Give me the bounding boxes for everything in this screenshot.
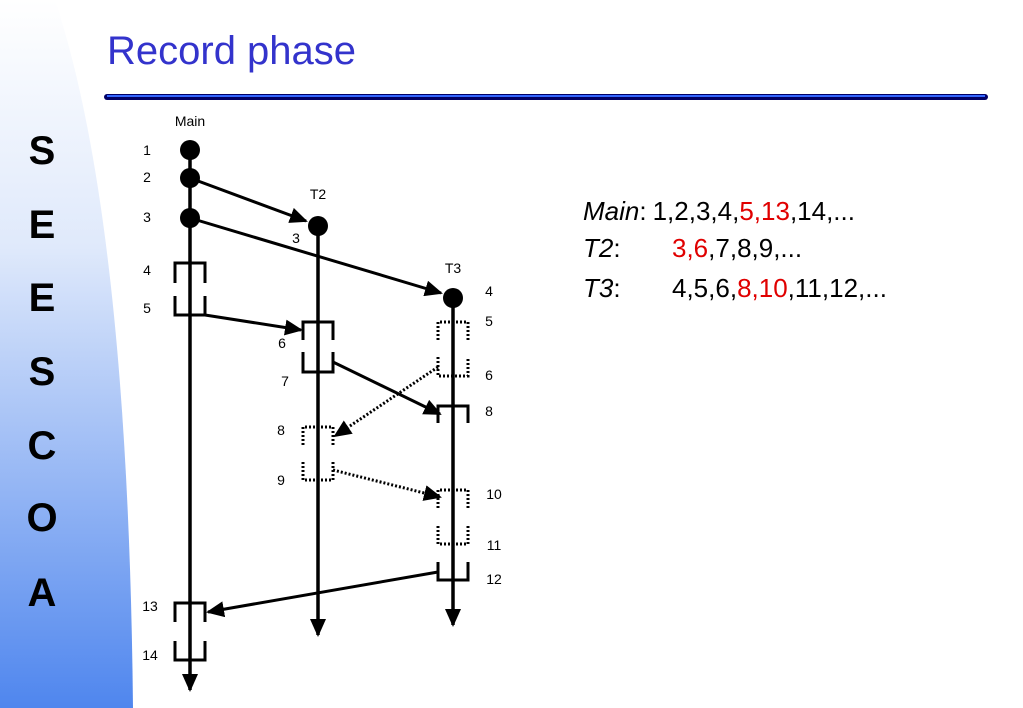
trace-thread: T3 (583, 273, 614, 303)
unlock-bracket (173, 296, 207, 317)
event-label: 6 (485, 367, 493, 383)
arrow-dotted (333, 365, 439, 438)
sidebar-letter: O (26, 496, 57, 540)
trace-segment: 4,5,6, (672, 273, 737, 303)
event-label: 3 (143, 209, 151, 225)
sidebar-letter: E (29, 276, 56, 320)
arrow (332, 360, 442, 416)
event-label: 6 (278, 335, 286, 351)
event-label: 4 (143, 262, 151, 278)
event-dot (180, 140, 200, 160)
arrow-dotted (332, 468, 442, 501)
event-dot (308, 216, 328, 236)
event-label: 9 (277, 472, 285, 488)
event-label: 7 (281, 373, 289, 389)
arrow (204, 313, 303, 336)
event-label: 5 (143, 300, 151, 316)
event-label: 3 (292, 230, 300, 246)
arrow (206, 570, 439, 618)
trace-colon: : (639, 196, 646, 226)
unlock-bracket (173, 641, 207, 662)
lock-bracket-dotted (301, 425, 335, 445)
thread-label: T3 (445, 260, 462, 276)
sidebar-letter: A (28, 571, 57, 615)
arrow (189, 216, 443, 297)
arrow (189, 176, 308, 223)
sidebar-letter: S (29, 350, 56, 394)
trace-segment: ,11,12,... (788, 273, 887, 303)
trace-line: T2: 3,6,7,8,9,... (583, 233, 802, 263)
trace-segment: 1,2,3,4, (653, 196, 740, 226)
sidebar-letter: C (28, 424, 57, 468)
event-label: 5 (485, 313, 493, 329)
event-label: 1 (143, 142, 151, 158)
diagram (173, 140, 470, 692)
trace-line: T3: 4,5,6,8,10,11,12,... (583, 273, 887, 303)
event-label: 11 (487, 537, 502, 553)
event-label: 8 (485, 403, 493, 419)
lock-bracket (173, 261, 207, 283)
lock-bracket (173, 601, 207, 622)
slide-title: Record phase (107, 29, 356, 73)
lock-bracket-dotted (436, 320, 470, 340)
trace-colon: : (613, 273, 620, 303)
unlock-bracket-dotted (436, 526, 470, 546)
trace-segment: 8,10 (737, 273, 788, 303)
event-label: 8 (277, 422, 285, 438)
event-label: 4 (485, 283, 493, 299)
event-label: 14 (142, 647, 158, 663)
trace-thread: T2 (583, 233, 614, 263)
event-dot (443, 288, 463, 308)
event-label: 10 (486, 486, 502, 502)
thread-label: Main (175, 113, 205, 129)
trace-colon: : (613, 233, 620, 263)
event-label: 13 (142, 598, 158, 614)
unlock-bracket (436, 562, 470, 582)
event-label: 12 (486, 571, 502, 587)
lock-bracket (301, 320, 335, 340)
sidebar-letter: S (29, 129, 56, 173)
event-label: 2 (143, 169, 151, 185)
unlock-bracket-dotted (436, 357, 470, 378)
trace-segment: ,14,... (790, 196, 855, 226)
thread-label: T2 (310, 186, 327, 202)
trace-segment: 3,6 (672, 233, 708, 263)
trace-thread: Main (583, 196, 639, 226)
trace-segment: 5,13 (739, 196, 790, 226)
sidebar-band (0, 0, 133, 708)
trace-line: Main: 1,2,3,4,5,13,14,... (583, 196, 855, 226)
sidebar-letter: E (29, 203, 56, 247)
trace-segment: ,7,8,9,... (708, 233, 802, 263)
